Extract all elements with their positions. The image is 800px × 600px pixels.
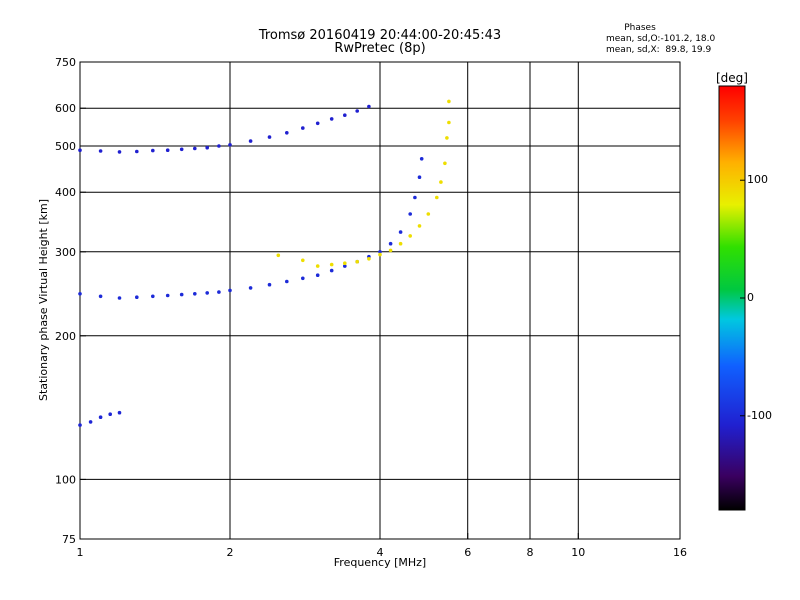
data-point xyxy=(193,146,197,151)
data-point xyxy=(355,259,360,264)
data-point xyxy=(315,273,320,278)
x-tick-label: 10 xyxy=(571,546,585,559)
x-tick-label: 16 xyxy=(673,546,687,559)
data-point xyxy=(98,294,103,299)
data-point xyxy=(343,261,347,266)
phase-stats-x: mean, sd,X: 89.8, 19.9 xyxy=(606,45,712,55)
data-point xyxy=(329,262,334,267)
data-point xyxy=(367,257,371,261)
data-point xyxy=(78,423,82,427)
data-point xyxy=(445,136,449,140)
data-point xyxy=(285,131,289,135)
data-point xyxy=(398,230,403,234)
data-point xyxy=(343,264,347,268)
data-point xyxy=(179,147,184,152)
colorbar-unit-label: [deg] xyxy=(716,71,748,85)
data-point xyxy=(378,252,382,257)
data-point xyxy=(165,293,170,298)
x-tick-label: 2 xyxy=(227,546,234,559)
data-point xyxy=(135,295,139,300)
data-point xyxy=(301,258,305,263)
data-point xyxy=(179,292,184,297)
data-point xyxy=(315,121,320,126)
chart-title: Tromsø 20160419 20:44:00-20:45:43 xyxy=(258,28,502,43)
data-point xyxy=(419,157,424,161)
data-point xyxy=(117,410,122,415)
data-point xyxy=(408,212,413,216)
data-point xyxy=(378,250,382,254)
colorbar-tick-label: -100 xyxy=(747,408,772,422)
data-point xyxy=(367,104,371,109)
data-point xyxy=(301,126,305,130)
chart-subtitle: RwPretec (8p) xyxy=(334,41,426,56)
data-point xyxy=(408,234,413,238)
data-point xyxy=(217,144,221,148)
y-axis-label: Stationary phase Virtual Height [km] xyxy=(37,199,50,401)
colorbar-tick-label: 0 xyxy=(747,291,754,304)
data-point xyxy=(78,148,82,152)
data-point xyxy=(447,99,451,104)
data-point xyxy=(165,148,170,152)
y-tick-label: 600 xyxy=(55,102,76,115)
data-point xyxy=(267,135,272,139)
y-tick-label: 400 xyxy=(55,186,76,199)
data-point xyxy=(343,113,347,117)
data-point xyxy=(426,212,431,216)
x-tick-label: 4 xyxy=(377,546,384,559)
data-point xyxy=(301,276,305,281)
y-tick-label: 75 xyxy=(62,533,76,546)
y-tick-label: 500 xyxy=(55,140,76,153)
data-point xyxy=(193,292,197,296)
data-point xyxy=(108,412,112,417)
data-point xyxy=(355,109,360,113)
data-point xyxy=(117,296,122,300)
data-point xyxy=(329,117,334,121)
data-point xyxy=(228,143,232,147)
y-tick-label: 300 xyxy=(55,246,76,259)
data-point xyxy=(248,139,253,143)
data-point xyxy=(447,120,451,125)
data-point xyxy=(443,161,447,166)
data-point xyxy=(98,415,103,420)
colorbar-tick-label: 100 xyxy=(747,173,768,187)
x-tick-label: 6 xyxy=(464,546,471,559)
y-tick-label: 200 xyxy=(55,330,76,343)
data-point xyxy=(98,149,103,153)
data-point xyxy=(88,420,93,424)
data-point xyxy=(435,195,439,200)
data-point xyxy=(285,279,289,284)
data-point xyxy=(276,253,281,258)
data-point xyxy=(417,224,422,228)
data-point xyxy=(117,150,122,154)
phase-stats-o: mean, sd,O:-101.2, 18.0 xyxy=(606,34,716,44)
x-axis-label: Frequency [MHz] xyxy=(334,556,426,569)
phase-box-title: Phases xyxy=(624,23,656,33)
data-point xyxy=(248,286,253,290)
data-point xyxy=(228,288,232,293)
y-tick-label: 750 xyxy=(55,56,76,69)
x-tick-label: 8 xyxy=(527,546,534,559)
x-tick-label: 1 xyxy=(77,546,84,559)
data-point xyxy=(205,291,209,295)
data-point xyxy=(205,145,209,150)
data-point xyxy=(439,180,443,184)
data-point xyxy=(329,268,334,273)
data-point xyxy=(388,248,393,253)
data-point xyxy=(151,148,155,153)
data-point xyxy=(267,282,272,287)
data-point xyxy=(151,294,155,299)
data-point xyxy=(135,149,139,154)
data-point xyxy=(417,175,422,179)
data-point xyxy=(315,264,320,268)
data-point xyxy=(413,195,417,200)
data-point xyxy=(217,290,221,294)
y-tick-label: 100 xyxy=(55,473,76,486)
data-point xyxy=(388,241,393,246)
data-point xyxy=(398,241,403,246)
data-point xyxy=(78,292,82,296)
